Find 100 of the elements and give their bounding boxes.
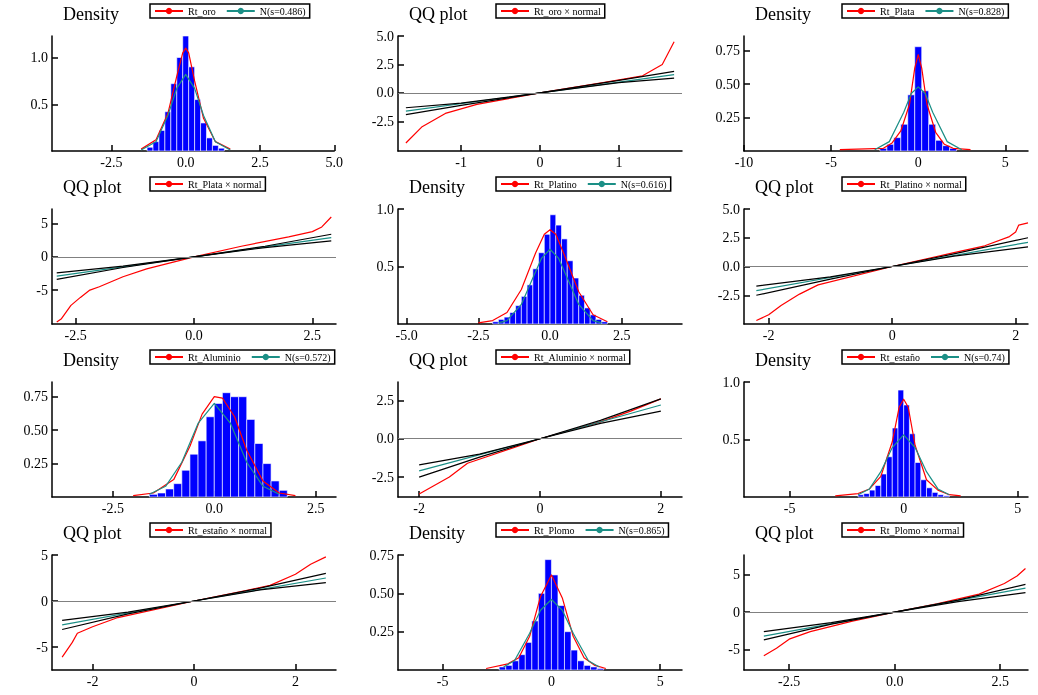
legend-label: Rt_estaño — [880, 351, 920, 363]
y-tick-label: 0.25 — [369, 624, 394, 640]
x-tick-label: -2 — [413, 500, 425, 516]
x-tick-label: -2.5 — [778, 673, 801, 689]
x-tick-label: -10 — [734, 154, 754, 170]
y-tick-label: -5 — [36, 639, 48, 655]
legend-label: N(s=0.828) — [958, 5, 1005, 18]
x-tick-label: -5 — [436, 673, 449, 689]
legend-label: N(s=0.616) — [620, 178, 667, 191]
x-tick-label: 5.0 — [325, 154, 343, 170]
legend-label: Rt_oro × normal — [534, 5, 601, 17]
chart-title: QQ plot — [409, 350, 468, 370]
legend-label: Rt_Plomo × normal — [880, 524, 960, 536]
y-tick-label: 0.25 — [715, 110, 740, 126]
x-tick-label: 0 — [888, 327, 896, 343]
x-tick-label: 5 — [1001, 154, 1009, 170]
y-tick-label: -5 — [36, 282, 48, 298]
y-tick-label: -2.5 — [371, 113, 394, 129]
legend-label: Rt_Plata × normal — [188, 178, 262, 190]
y-tick-label: 0.0 — [376, 85, 394, 101]
x-tick-label: 2.5 — [306, 500, 325, 516]
y-tick-label: 0.75 — [715, 43, 740, 59]
x-tick-label: -2.5 — [467, 327, 490, 343]
x-tick-label: 2.5 — [251, 154, 269, 170]
chart-title: QQ plot — [755, 177, 814, 197]
chart-title: QQ plot — [63, 523, 122, 543]
x-tick-label: 0.0 — [185, 327, 203, 343]
y-tick-label: 0.0 — [376, 431, 394, 447]
x-tick-label: 0.0 — [205, 500, 224, 516]
x-tick-label: 2 — [1012, 327, 1020, 343]
x-tick-label: -2.5 — [64, 327, 87, 343]
legend-label: Rt_Plomo — [534, 524, 575, 536]
y-tick-label: 2.5 — [376, 56, 394, 72]
x-tick-label: 0.0 — [541, 327, 559, 343]
y-tick-label: -5 — [728, 642, 740, 658]
y-tick-label: 5 — [733, 567, 740, 583]
legend-label: Rt_Aluminio × normal — [534, 351, 626, 363]
x-tick-label: -5 — [783, 500, 796, 516]
y-tick-label: -2.5 — [371, 469, 394, 485]
y-tick-label: 0.75 — [369, 547, 394, 563]
x-tick-label: 2 — [657, 500, 665, 516]
x-tick-label: 2.5 — [303, 327, 322, 343]
legend-label: Rt_estaño × normal — [188, 524, 268, 536]
y-tick-label: 0 — [733, 604, 740, 620]
y-tick-label: 2.5 — [376, 392, 394, 408]
y-tick-label: -2.5 — [717, 287, 740, 303]
legend-label: Rt_Plata — [880, 5, 915, 17]
y-tick-label: 2.5 — [722, 230, 740, 246]
chart-title: Density — [755, 4, 811, 24]
y-tick-label: 5.0 — [722, 201, 740, 217]
y-tick-label: 0.50 — [23, 422, 48, 438]
legend-label: Rt_Platino × normal — [880, 178, 962, 190]
chart-title: Density — [63, 4, 119, 24]
x-tick-label: 0 — [536, 500, 544, 516]
y-tick-label: 0.5 — [376, 259, 394, 274]
y-tick-label: 0.5 — [722, 432, 740, 447]
legend-label: Rt_Aluminio — [188, 351, 241, 363]
y-tick-label: 0.50 — [715, 76, 740, 92]
x-tick-label: -2 — [86, 673, 99, 689]
x-tick-label: 0 — [190, 673, 198, 689]
x-tick-label: -5 — [825, 154, 837, 170]
chart-title: Density — [409, 177, 465, 197]
legend-label: N(s=0.865) — [618, 524, 665, 537]
y-tick-label: 1.0 — [376, 201, 394, 217]
chart-title: QQ plot — [63, 177, 122, 197]
x-tick-label: 2 — [291, 673, 299, 689]
legend-label: Rt_Platino — [534, 178, 577, 190]
chart-title: QQ plot — [755, 523, 814, 543]
legend-label: N(s=0.74) — [964, 351, 1005, 364]
x-tick-label: 2.5 — [991, 673, 1009, 689]
y-tick-label: 5 — [41, 547, 48, 563]
x-tick-label: 5 — [1014, 500, 1022, 516]
x-tick-label: 0 — [914, 154, 922, 170]
y-tick-label: 0.0 — [722, 259, 740, 274]
y-tick-label: 1.0 — [30, 50, 48, 65]
y-tick-label: 0.5 — [30, 96, 48, 112]
y-tick-label: 0.75 — [23, 389, 48, 405]
y-tick-label: 0 — [41, 249, 48, 265]
x-tick-label: 0 — [536, 154, 544, 170]
y-tick-label: 5.0 — [376, 28, 394, 44]
x-tick-label: 1 — [615, 154, 623, 170]
y-tick-label: 0 — [41, 593, 48, 609]
legend-label: Rt_oro — [188, 5, 216, 17]
x-tick-label: -1 — [455, 154, 467, 170]
x-tick-label: 0 — [900, 500, 908, 516]
y-tick-label: 0.25 — [23, 456, 48, 472]
y-tick-label: 5 — [41, 216, 48, 232]
x-tick-label: 0.0 — [176, 154, 195, 170]
x-tick-label: 5 — [656, 673, 664, 689]
x-tick-label: -2.5 — [101, 500, 124, 516]
chart-title: Density — [755, 350, 811, 370]
legend-label: N(s=0.486) — [259, 5, 306, 18]
legend-label: N(s=0.572) — [284, 351, 331, 364]
chart-title: QQ plot — [409, 4, 468, 24]
x-tick-label: 0.0 — [885, 673, 904, 689]
x-tick-label: -5.0 — [395, 327, 418, 343]
y-tick-label: 1.0 — [722, 374, 740, 390]
y-tick-label: 0.50 — [369, 585, 394, 601]
chart-title: Density — [409, 523, 465, 543]
x-tick-label: -2 — [762, 327, 775, 343]
